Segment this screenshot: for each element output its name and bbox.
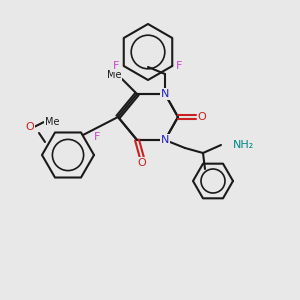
Text: F: F [113,61,119,71]
Text: O: O [198,112,206,122]
Text: O: O [138,158,146,168]
Text: F: F [94,132,100,142]
Text: F: F [176,61,182,71]
Text: Me: Me [45,117,59,127]
Text: NH₂: NH₂ [233,140,254,150]
Text: N: N [161,89,169,99]
Text: N: N [161,135,169,145]
Text: Me: Me [107,70,121,80]
Text: O: O [26,122,34,132]
